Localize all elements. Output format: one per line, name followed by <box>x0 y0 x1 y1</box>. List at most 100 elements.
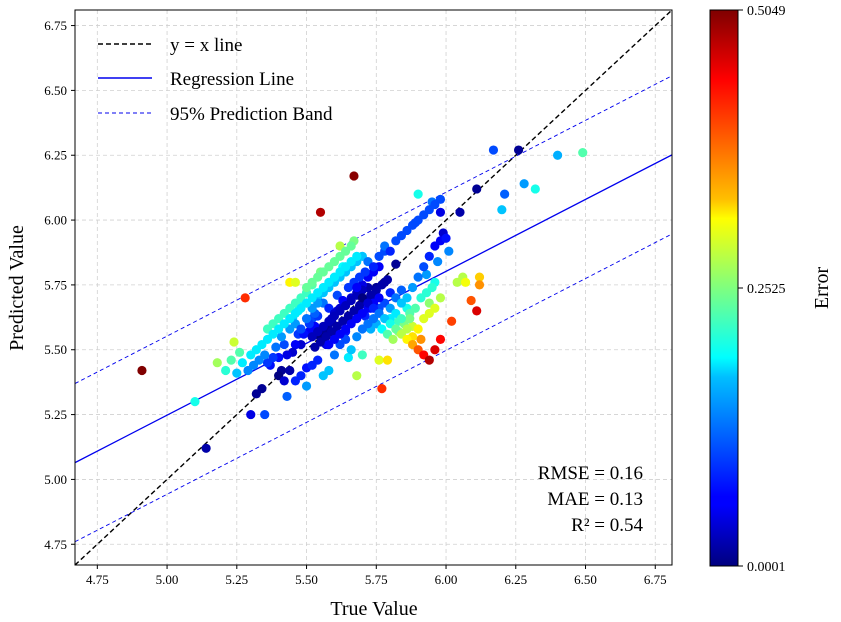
y-axis-label: Predicted Value <box>6 225 28 351</box>
x-tick-label: 6.50 <box>574 572 597 587</box>
legend-label-band: 95% Prediction Band <box>170 104 333 125</box>
data-point <box>262 358 273 368</box>
x-tick-label: 5.75 <box>365 572 388 587</box>
data-point <box>441 233 451 243</box>
data-point <box>424 251 434 261</box>
data-point <box>382 355 393 365</box>
data-point <box>349 171 359 181</box>
legend-label-regression: Regression Line <box>170 69 294 90</box>
metric-rmse: RMSE = 0.16 <box>538 463 643 484</box>
data-point <box>329 350 340 360</box>
data-point <box>343 352 353 363</box>
data-point <box>385 246 395 256</box>
data-point <box>257 384 267 394</box>
data-point <box>497 205 507 215</box>
data-point <box>352 332 362 342</box>
scatter-points <box>137 145 588 453</box>
data-point <box>424 355 434 365</box>
data-point <box>419 262 429 272</box>
x-axis-ticks: 4.75 5.00 5.25 5.50 5.75 6.00 6.25 6.50 6.75 <box>86 565 667 587</box>
data-point <box>315 207 326 217</box>
x-tick-label: 5.00 <box>156 572 179 587</box>
y-tick-label: 6.25 <box>44 148 67 163</box>
y-tick-label: 6.75 <box>44 18 67 33</box>
data-point <box>137 365 147 376</box>
data-point <box>388 334 398 344</box>
data-point <box>444 246 454 256</box>
data-point <box>232 368 242 378</box>
data-point <box>435 194 446 204</box>
data-point <box>360 267 370 277</box>
data-point <box>285 365 295 376</box>
data-point <box>513 145 524 155</box>
data-point <box>190 397 200 407</box>
x-tick-label: 6.00 <box>435 572 458 587</box>
data-point <box>243 365 253 376</box>
metric-r2: R² = 0.54 <box>571 515 643 536</box>
y-tick-label: 5.75 <box>44 277 67 292</box>
data-point <box>282 391 292 402</box>
data-point <box>296 324 306 334</box>
y-axis-ticks: 4.75 5.00 5.25 5.50 5.75 6.00 6.25 6.50 6.75 <box>44 18 75 552</box>
y-tick-label: 4.75 <box>44 537 67 552</box>
data-point <box>271 342 281 352</box>
data-point <box>352 251 362 261</box>
prediction-band-upper <box>75 75 672 384</box>
x-tick-label: 6.25 <box>504 572 527 587</box>
data-point <box>391 259 401 269</box>
data-point <box>212 358 222 368</box>
data-point <box>282 350 292 360</box>
data-point <box>553 150 563 160</box>
data-point <box>472 184 482 194</box>
data-point <box>530 184 540 194</box>
legend-label-identity: y = x line <box>170 35 242 56</box>
data-point <box>313 355 323 365</box>
legend: y = x line Regression Line 95% Predictio… <box>98 35 333 125</box>
data-point <box>237 358 247 368</box>
data-point <box>410 303 420 313</box>
data-point <box>368 262 379 272</box>
colorbar-tick-label-mid: 0.2525 <box>747 282 786 297</box>
data-point <box>455 207 465 217</box>
data-point <box>416 334 426 344</box>
data-point <box>374 251 384 261</box>
data-point <box>221 365 231 376</box>
data-point <box>488 145 499 155</box>
data-point <box>324 365 334 376</box>
data-point <box>234 347 245 357</box>
data-point <box>460 277 471 287</box>
x-tick-label: 4.75 <box>86 572 109 587</box>
data-point <box>396 285 406 295</box>
data-point <box>474 280 485 290</box>
colorbar-gradient <box>709 9 739 567</box>
data-point <box>279 376 289 386</box>
data-point <box>402 293 412 303</box>
data-point <box>226 355 236 365</box>
colorbar-tick-label-max: 0.5049 <box>747 4 786 19</box>
data-point <box>374 293 384 303</box>
data-point <box>229 337 239 347</box>
data-point <box>301 381 312 391</box>
data-point <box>405 314 415 324</box>
data-point <box>413 272 423 282</box>
data-point <box>276 332 287 342</box>
data-point <box>474 272 485 282</box>
data-point <box>301 314 312 324</box>
data-point <box>357 350 367 360</box>
colorbar-label: Error <box>811 267 833 310</box>
data-point <box>352 371 362 381</box>
data-point <box>296 371 306 381</box>
data-point <box>430 303 440 313</box>
y-tick-label: 5.00 <box>44 472 67 487</box>
data-point <box>382 275 393 285</box>
x-tick-label: 6.75 <box>644 572 667 587</box>
data-point <box>447 316 457 326</box>
data-point <box>433 256 443 267</box>
data-point <box>435 207 446 217</box>
x-tick-label: 5.50 <box>295 572 318 587</box>
data-point <box>240 293 250 303</box>
colorbar-tick-label-min: 0.0001 <box>747 560 786 575</box>
data-point <box>578 148 588 158</box>
data-point <box>377 384 387 394</box>
